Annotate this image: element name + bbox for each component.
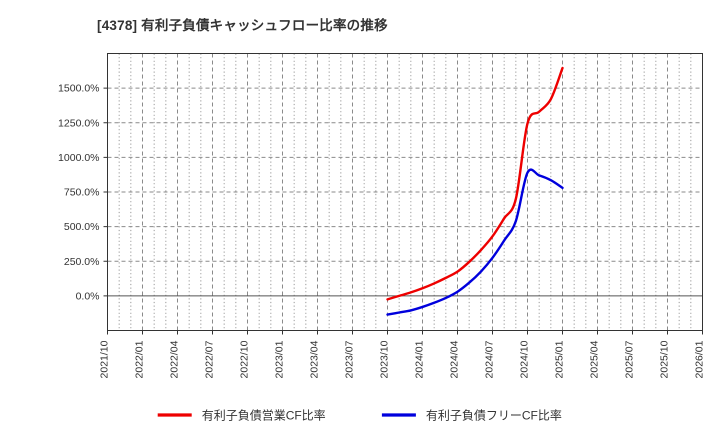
y-tick-label: 0.0% [76,290,100,302]
x-tick-label: 2025/10 [659,340,671,378]
y-tick-label: 500.0% [64,221,100,233]
y-axis-tick-marks [103,87,108,297]
x-tick-label: 2023/10 [379,340,391,378]
x-tick-label: 2023/01 [274,340,286,378]
y-tick-label: 250.0% [64,256,100,268]
legend-label-1[interactable]: 有利子負債営業CF比率 [202,408,326,423]
x-tick-label: 2023/07 [344,340,356,378]
x-tick-label: 2025/07 [624,340,636,378]
x-tick-label: 2026/01 [694,340,706,378]
y-axis-tick-labels: 0.0% 250.0% 500.0% 750.0% 1000.0% 1250.0% 1500… [58,83,99,303]
x-tick-label: 2023/04 [309,340,321,378]
chart-legend: 有利子負債営業CF比率 有利子負債フリーCF比率 [157,408,562,423]
grid-major-lines [107,53,703,331]
data-series-group [386,66,564,316]
y-tick-label: 1500.0% [58,83,99,95]
x-tick-label: 2024/01 [414,340,426,378]
y-tick-label: 1000.0% [58,152,99,164]
x-tick-label: 2024/04 [449,340,461,378]
x-tick-label: 2022/04 [169,340,181,378]
x-tick-label: 2025/01 [554,340,566,378]
x-tick-label: 2021/10 [99,340,111,378]
series-line-1 [386,66,564,301]
x-tick-label: 2022/07 [204,340,216,378]
x-tick-label: 2024/07 [484,340,496,378]
series-line-2 [386,168,564,316]
x-axis-tick-labels: 2021/10 2022/01 2022/04 2022/07 2022/10 2023/… [99,340,706,378]
chart-title: [4378] 有利子負債キャッシュフロー比率の推移 [97,18,388,33]
x-tick-label: 2022/01 [134,340,146,378]
legend-label-2[interactable]: 有利子負債フリーCF比率 [426,408,562,423]
grid-minor-lines [118,53,692,331]
x-tick-label: 2025/04 [589,340,601,378]
y-tick-label: 1250.0% [58,117,99,129]
x-axis-tick-marks [107,330,703,335]
x-tick-label: 2024/10 [519,340,531,378]
y-tick-label: 750.0% [64,187,100,199]
x-tick-label: 2022/10 [239,340,251,378]
